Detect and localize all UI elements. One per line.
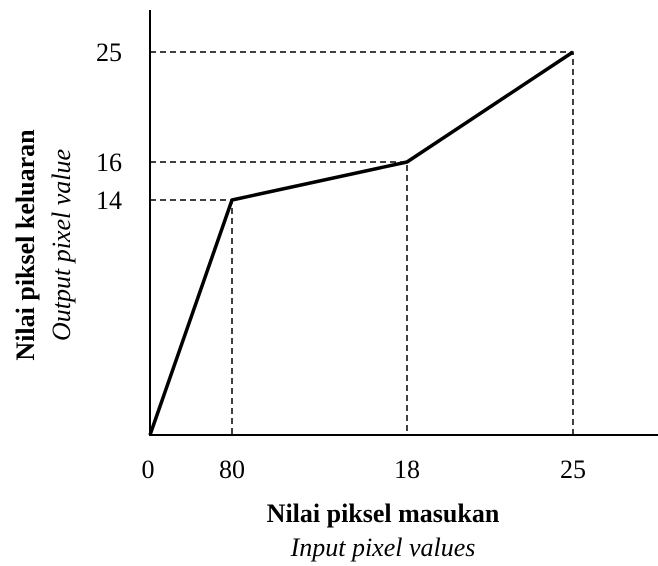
x-axis-subtitle: Input pixel values bbox=[290, 533, 476, 562]
x-tick-label: 0 bbox=[142, 455, 155, 484]
x-tick-label: 18 bbox=[394, 455, 420, 484]
y-tick-label: 16 bbox=[96, 148, 122, 177]
y-tick-label: 14 bbox=[96, 186, 122, 215]
x-tick-label: 80 bbox=[219, 455, 245, 484]
guide-line bbox=[150, 161, 408, 435]
y-axis-subtitle: Output pixel value bbox=[47, 149, 76, 341]
y-tick-label: 25 bbox=[96, 38, 122, 67]
y-axis-title: Nilai piksel keluaran bbox=[11, 129, 40, 361]
transfer-curve bbox=[148, 50, 574, 436]
x-axis-title: Nilai piksel masukan bbox=[267, 499, 500, 528]
x-tick-label: 25 bbox=[560, 455, 586, 484]
guide-line bbox=[150, 51, 574, 435]
